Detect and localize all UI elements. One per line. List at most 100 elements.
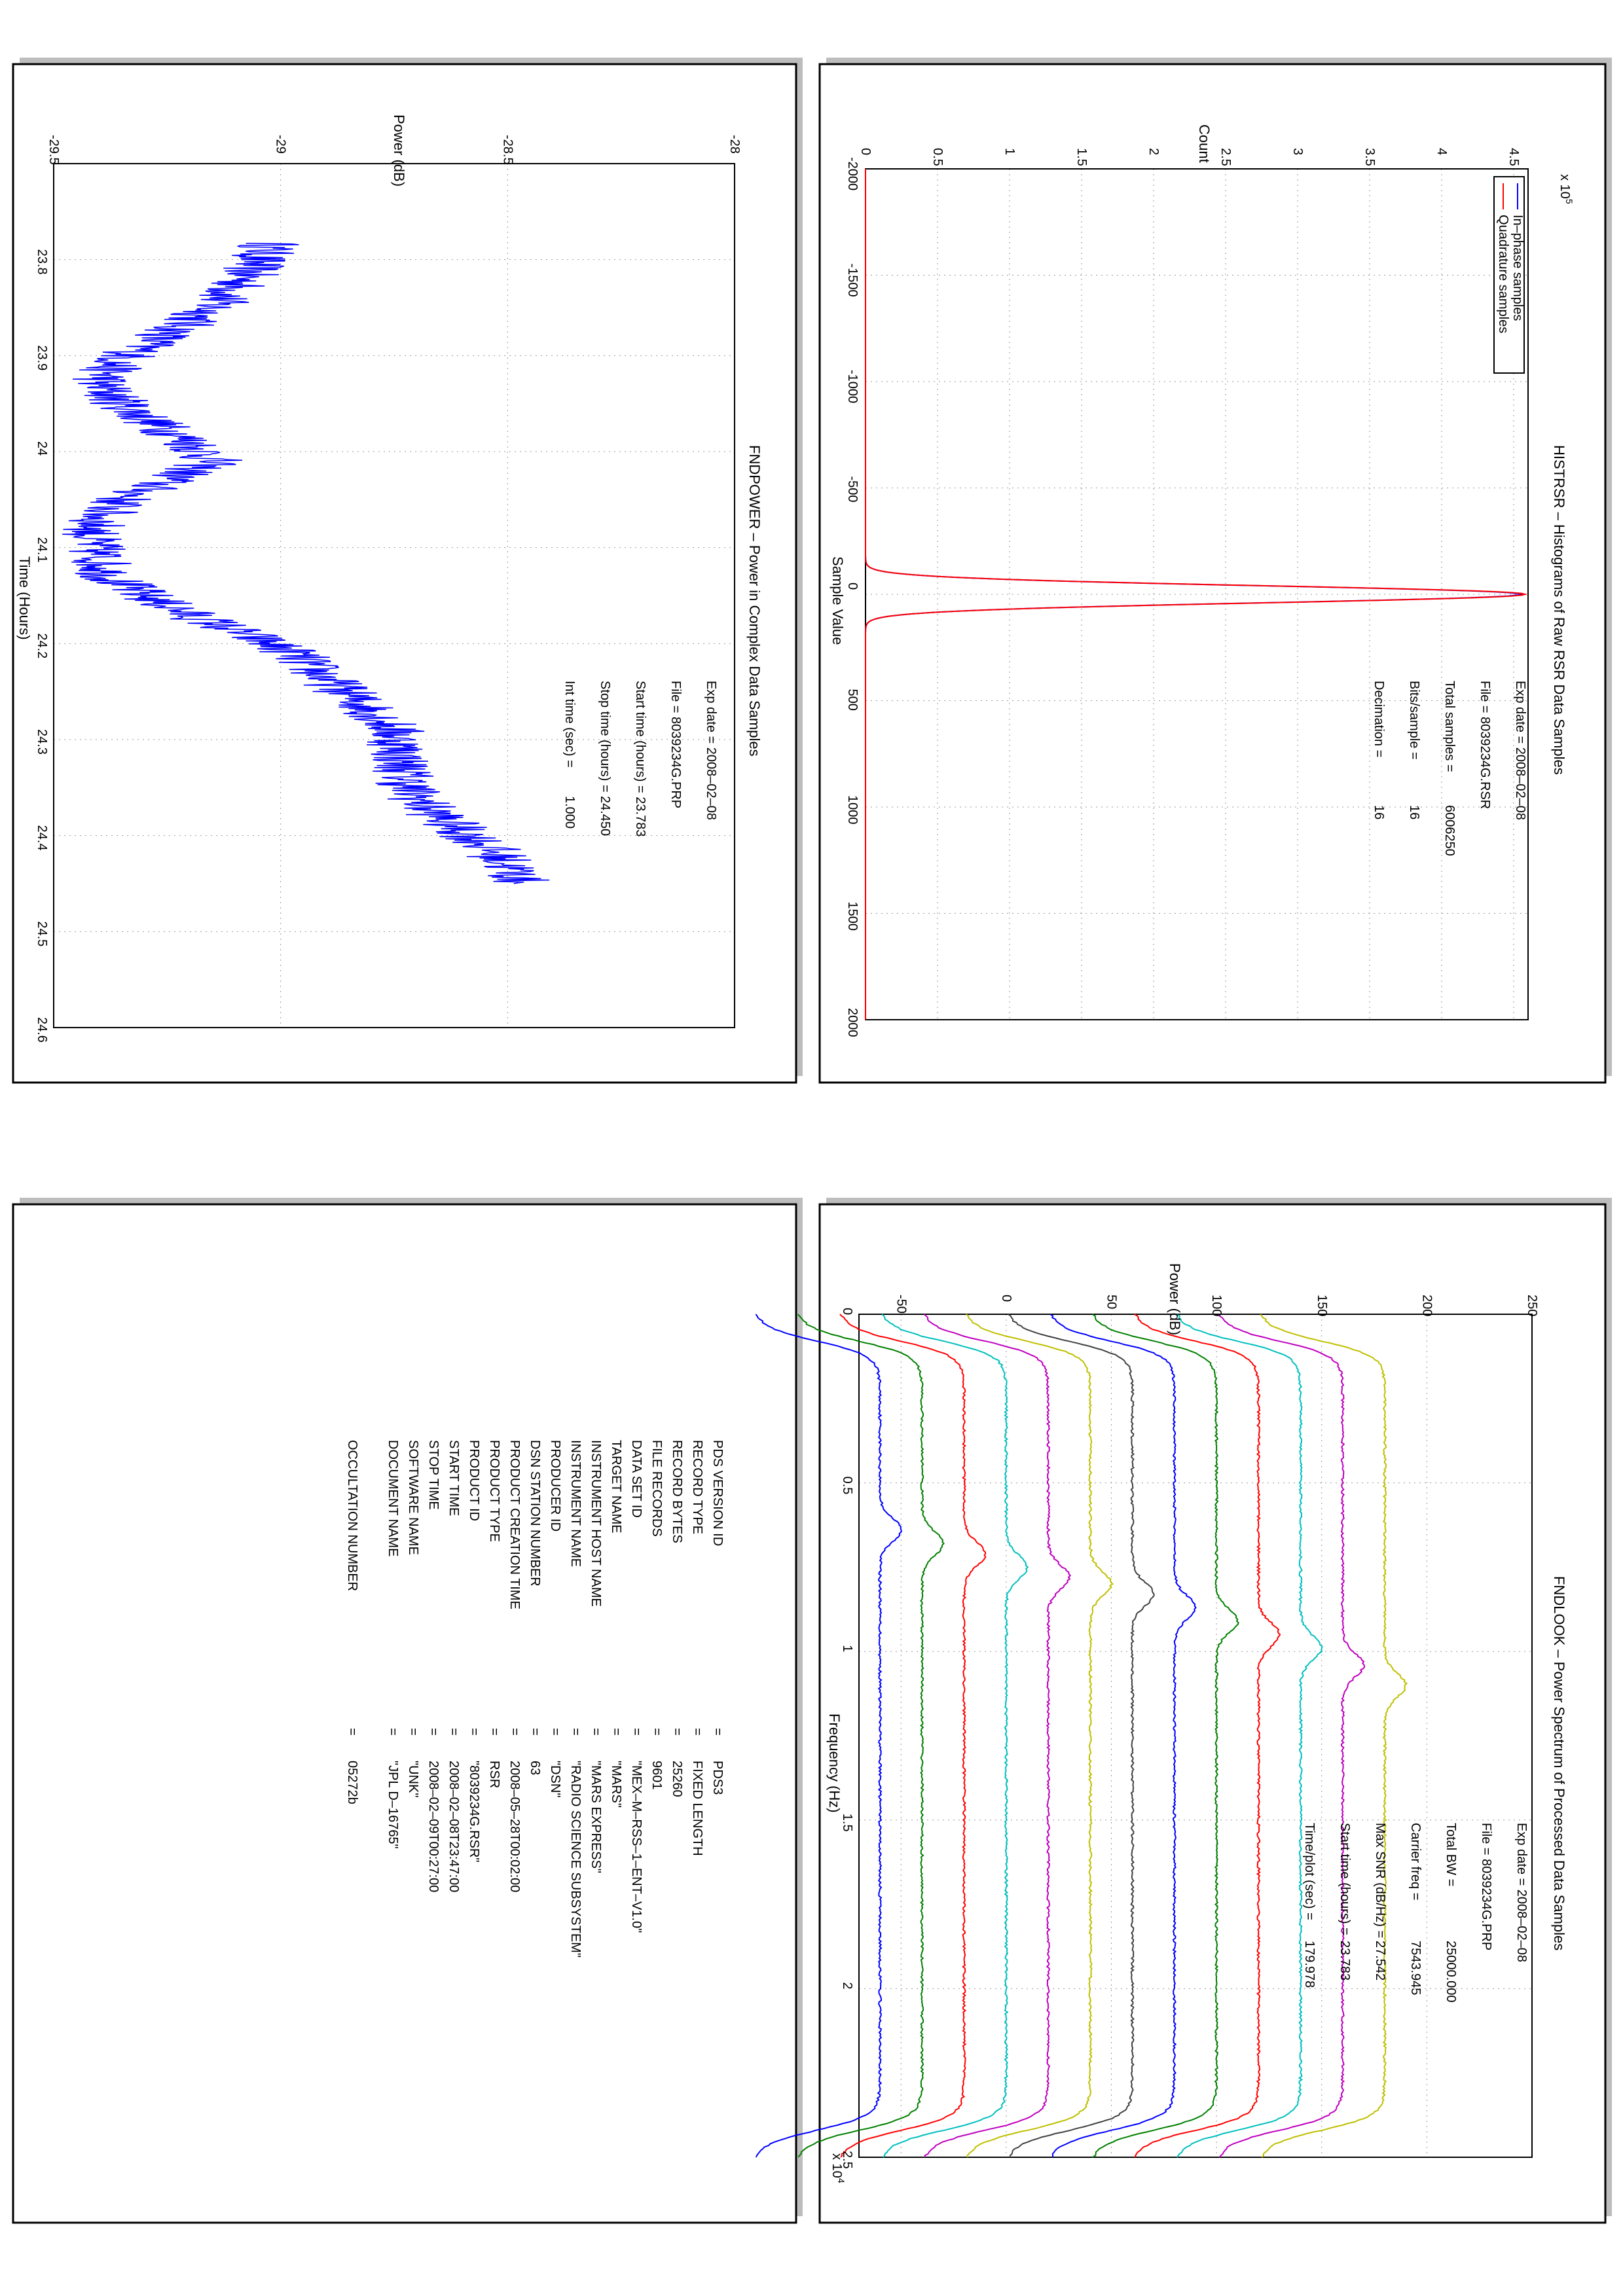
spectrum-curve — [755, 1314, 902, 2158]
fndlook-ytick-label: 100 — [1209, 1295, 1224, 1316]
pds-label-equals: = — [568, 1728, 583, 1736]
fndpower-chart: 23.8 23.9 24 24.1 24.2 24.3 24.4 24.5 24.6 -29.5 -… — [16, 115, 763, 1043]
pds-label-equals: = — [345, 1728, 359, 1736]
histrsr-xtick-label: 500 — [845, 689, 860, 711]
fndlook-title: FNDLOOK – Power Spectrum of Processed Da… — [1551, 1576, 1567, 1950]
pds-label-value: 2008–05–28T00:02:00 — [507, 1761, 522, 1892]
spectrum-curve — [923, 1314, 1072, 2158]
histrsr-ytick-label: 2.5 — [1218, 148, 1233, 166]
fndpower-xtick-label: 24.6 — [35, 1017, 49, 1043]
fndpower-info-label: Exp date = 2008–02–08 — [704, 681, 718, 820]
fndpower-info-label: Start time (hours) = 23.783 — [633, 681, 647, 836]
fndlook-info-value: 25000.000 — [1444, 1941, 1458, 2003]
pds-label-key: INSTRUMENT HOST NAME — [589, 1440, 603, 1607]
pds-label-equals: = — [690, 1728, 704, 1736]
pds-label-equals: = — [426, 1728, 441, 1736]
fndpower-xtick-label: 23.9 — [35, 345, 49, 370]
pds-label-equals: = — [528, 1728, 542, 1736]
pds-label-equals: = — [649, 1728, 664, 1736]
histrsr-ytick-label: 0 — [858, 148, 873, 155]
pds-label-equals: = — [406, 1728, 420, 1736]
fndpower-ytick-label: -29.5 — [46, 135, 61, 165]
fndpower-xtick-label: 24.2 — [35, 633, 49, 658]
fndlook-ticks: 0 0.5 1 1.5 2 2.5 -50 0 50 100 150 200 250 — [840, 1295, 1539, 2169]
pds-label-key: TARGET NAME — [609, 1440, 623, 1534]
pds-label-value: 9601 — [649, 1761, 664, 1790]
histrsr-ytick-label: 3 — [1290, 148, 1305, 155]
fndlook-info-label: Time/plot (sec) = — [1302, 1823, 1317, 1920]
pds-label-value: 25260 — [670, 1761, 684, 1797]
spectrum-curve — [797, 1314, 945, 2158]
pds-label-value: "MARS" — [609, 1761, 623, 1808]
fndlook-axes-box — [858, 1314, 1533, 2158]
fndpower-title: FNDPOWER – Power in Complex Data Samples — [746, 445, 763, 757]
pds-label-value: 05272b — [345, 1761, 359, 1804]
fndlook-chart: 0 0.5 1 1.5 2 2.5 -50 0 50 100 150 200 250 FNDLOOK –… — [755, 1263, 1567, 2183]
fndpower-info-label: Stop time (hours) = — [598, 681, 612, 793]
fndlook-info-value: 27.542 — [1373, 1941, 1387, 1981]
fndlook-info-label: Total BW = — [1444, 1823, 1458, 1886]
pds-label-equals: = — [548, 1728, 562, 1736]
pds-label-value: "DSN" — [548, 1761, 562, 1797]
histrsr-xtick-label: -500 — [845, 476, 860, 503]
pds-label-equals: = — [467, 1728, 481, 1736]
pds-label-key: SOFTWARE NAME — [406, 1440, 420, 1555]
fndpower-ytick-label: -28 — [727, 135, 742, 154]
fndlook-ytick-label: -50 — [894, 1295, 908, 1314]
fndpower-panel — [12, 63, 797, 1084]
fndlook-panel — [818, 1203, 1607, 2224]
histrsr-xtick-label: 0 — [845, 583, 860, 590]
histrsr-info: Exp date = 2008–02–08 File = 8039234G.RSR… — [1372, 681, 1527, 856]
fndlook-info-label: Max SNR (dB/Hz) = — [1373, 1823, 1387, 1938]
pds-label-equals: = — [386, 1728, 400, 1736]
fndlook-info-value: 179.978 — [1302, 1941, 1317, 1988]
spectrum-curve — [1176, 1314, 1323, 2158]
histrsr-ylabel: Count — [1196, 124, 1213, 163]
histrsr-xlabel: Sample Value — [830, 556, 846, 645]
pds-label-equals: = — [507, 1728, 522, 1736]
pds-label-table: PDS VERSION ID = PDS3 RECORD TYPE = FIXED LEN… — [345, 1440, 725, 1958]
fndpower-info-label: Int time (sec) = — [562, 681, 577, 768]
fndlook-xtick-label: 0 — [840, 1308, 854, 1315]
pds-label-key: PRODUCT TYPE — [487, 1440, 501, 1542]
histrsr-ticks: -2000 -1500 -1000 -500 0 500 1000 1500 2000 0 0.5 1… — [845, 148, 1521, 1037]
spectrum-curve — [1134, 1314, 1281, 2158]
histrsr-xtick-label: -1500 — [845, 264, 860, 297]
pds-label-value: 63 — [528, 1761, 542, 1775]
fndpower-info-value: 1.000 — [562, 796, 577, 829]
spectrum-curve — [1260, 1314, 1408, 2158]
pds-label-equals: = — [710, 1728, 725, 1736]
spectrum-curve — [1091, 1314, 1239, 2158]
fndlook-ytick-label: 250 — [1525, 1295, 1539, 1316]
pds-label-value: 2008–02–09T00:27:00 — [426, 1761, 441, 1892]
fndpower-axes-box — [53, 163, 735, 1028]
histrsr-panel — [818, 63, 1607, 1084]
histrsr-xtick-label: -1000 — [845, 370, 860, 403]
fndlook-ytick-label: 0 — [999, 1295, 1013, 1302]
histrsr-xtick-label: 2000 — [845, 1008, 860, 1037]
fndlook-info: Exp date = 2008–02–08 File = 8039234G.PRP… — [1302, 1823, 1529, 2003]
fndpower-xtick-label: 24.3 — [35, 729, 49, 755]
fndlook-xtick-label: 2.5 — [840, 2151, 854, 2169]
fndlook-xtick-label: 2 — [840, 1982, 854, 1989]
pds-label-value: PDS3 — [710, 1761, 725, 1795]
pds-label-key: PRODUCER ID — [548, 1440, 562, 1532]
pds-label-key: STOP TIME — [426, 1440, 441, 1510]
fndlook-series-group — [755, 1314, 1408, 2158]
fndlook-exponent: x 104 — [830, 2153, 847, 2183]
fndlook-info-label: Start time (hours) = — [1338, 1823, 1352, 1935]
pds-label-key: OCCULTATION NUMBER — [345, 1440, 359, 1591]
pds-label-value: "MARS EXPRESS" — [589, 1761, 603, 1873]
fndlook-xtick-label: 1.5 — [840, 1814, 854, 1832]
pds-label-key: RECORD TYPE — [690, 1440, 704, 1534]
pds-label-equals: = — [447, 1728, 461, 1736]
histrsr-legend: In–phase samples Quadrature samples — [1493, 176, 1525, 374]
histrsr-info-label: File = 8039234G.RSR — [1478, 681, 1492, 809]
histrsr-title: HISTRSR – Histograms of Raw RSR Data Sam… — [1551, 445, 1567, 775]
histrsr-ytick-label: 3.5 — [1362, 148, 1377, 166]
fndpower-ticks: 23.8 23.9 24 24.1 24.2 24.3 24.4 24.5 24.6 -29.5 -… — [35, 135, 742, 1043]
spectrum-curve — [839, 1314, 987, 2158]
histrsr-chart: -2000 -1500 -1000 -500 0 500 1000 1500 2000 0 0.5 1… — [830, 124, 1575, 1037]
pds-label-equals: = — [629, 1728, 644, 1736]
